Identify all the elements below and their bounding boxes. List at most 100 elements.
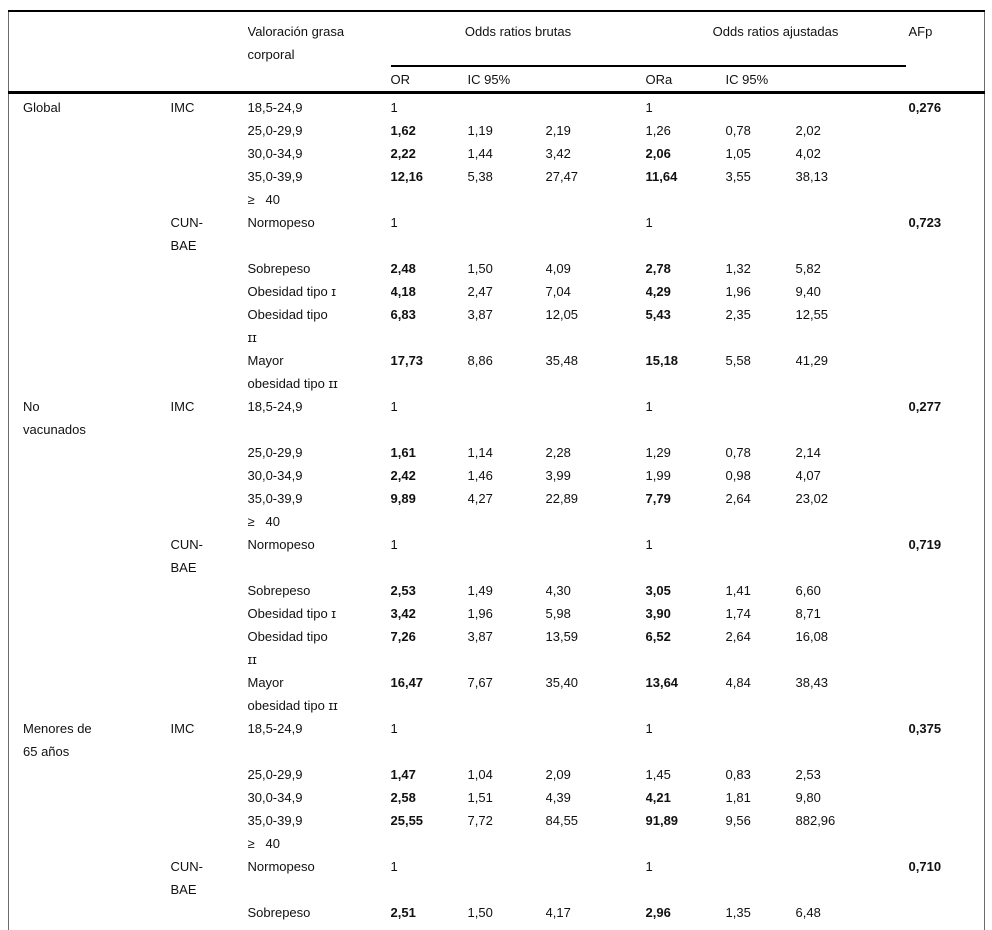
cell-measure (171, 924, 248, 930)
cell-ic-high (546, 832, 646, 855)
cell-category: ≥ 40 (247, 836, 280, 851)
cell-afp (906, 763, 985, 786)
cell-ic-high (546, 533, 646, 579)
cell-measure (171, 303, 248, 349)
cell-or: 1,62 (390, 123, 416, 138)
cell-ic-high (546, 93, 646, 120)
header-or: OR (390, 66, 468, 94)
table-row: CUN- BAE Normopeso 1 1 0,723 (9, 211, 985, 257)
cell-afp (906, 349, 985, 395)
table-row: Mayor obesidad tipo ɪɪ 17,73 8,86 35,48 … (9, 349, 985, 395)
cell-ica-high (796, 832, 906, 855)
cell-ica-low (726, 832, 796, 855)
cell-ica-high: 5,82 (795, 261, 821, 276)
cell-afp: 0,719 (908, 537, 942, 552)
cell-ic-low (468, 855, 546, 901)
cell-or: 2,51 (390, 905, 416, 920)
cell-ic-high: 3,99 (545, 468, 571, 483)
cell-group (9, 464, 171, 487)
cell-ica-high: 2,53 (795, 767, 821, 782)
cell-ic-high: 22,89 (545, 491, 579, 506)
cell-category: 18,5-24,9 (247, 399, 303, 414)
cell-category: Mayor obesidad tipo ɪɪ (247, 353, 338, 391)
odds-ratio-table: Valoración grasa corporal Odds ratios br… (8, 10, 986, 930)
table-row: 25,0-29,9 1,62 1,19 2,19 1,26 0,78 2,02 (9, 119, 985, 142)
cell-ica-high (796, 717, 906, 763)
cell-ora: 4,21 (645, 790, 671, 805)
cell-ora: 13,64 (645, 675, 679, 690)
cell-ic-low: 1,50 (467, 905, 493, 920)
cell-group (9, 855, 171, 901)
cell-ic-high: 5,98 (545, 606, 571, 621)
cell-measure (171, 763, 248, 786)
cell-ic-high: 27,47 (545, 169, 579, 184)
table-row: 30,0-34,9 2,42 1,46 3,99 1,99 0,98 4,07 (9, 464, 985, 487)
cell-ic-high: 4,09 (545, 261, 571, 276)
cell-category: Obesidad tipo ɪ (248, 924, 391, 930)
cell-ica-high: 882,96 (795, 813, 836, 828)
table-row: Sobrepeso 2,48 1,50 4,09 2,78 1,32 5,82 (9, 257, 985, 280)
cell-ora: 2,06 (645, 146, 671, 161)
cell-category: 35,0-39,9 (247, 491, 303, 506)
cell-ic-high: 5,22 (546, 924, 646, 930)
header-afp: AFp (908, 24, 933, 39)
cell-ora: 1 (645, 537, 653, 552)
cell-ica-low: 1,51 (726, 924, 796, 930)
cell-measure (171, 119, 248, 142)
table-row: 25,0-29,9 1,47 1,04 2,09 1,45 0,83 2,53 (9, 763, 985, 786)
cell-afp: 0,723 (908, 215, 942, 230)
cell-ic-low (468, 211, 546, 257)
header-group-row: Valoración grasa corporal Odds ratios br… (9, 11, 985, 67)
cell-ora: 91,89 (645, 813, 679, 828)
cell-ica-low: 1,05 (725, 146, 751, 161)
cell-category: 18,5-24,9 (247, 721, 303, 736)
cell-ic-high: 3,42 (545, 146, 571, 161)
cell-ica-low: 1,74 (725, 606, 751, 621)
cell-category: ≥ 40 (247, 192, 280, 207)
cell-ora: 5,43 (645, 307, 671, 322)
cell-ic-low: 1,96 (467, 606, 493, 621)
cell-ic-high: 7,04 (545, 284, 571, 299)
cell-ic-low: 1,44 (467, 146, 493, 161)
cell-or: 6,83 (390, 307, 416, 322)
cell-afp (906, 142, 985, 165)
cell-afp (906, 188, 985, 211)
table-row: Obesidad tipo ɪɪ 6,83 3,87 12,05 5,43 2,… (9, 303, 985, 349)
cell-category: Sobrepeso (247, 583, 311, 598)
cell-group: Menores de 65 años (23, 721, 92, 759)
cell-group (9, 809, 171, 832)
header-odds-ratios-ajustadas: Odds ratios ajustadas (645, 11, 906, 67)
header-empty-cell (170, 66, 248, 94)
table-row: CUN- BAE Normopeso 1 1 0,719 (9, 533, 985, 579)
cell-ica-low: 3,55 (725, 169, 751, 184)
cell-ica-high (796, 93, 906, 120)
cell-or: 25,55 (390, 813, 424, 828)
cell-ica-low (726, 395, 796, 441)
cell-measure (171, 809, 248, 832)
cell-ica-high (796, 855, 906, 901)
cell-afp (906, 809, 985, 832)
table-row: Obesidad tipo ɪ 4,18 2,47 7,04 4,29 1,96… (9, 280, 985, 303)
cell-afp: 0,375 (908, 721, 942, 736)
cell-afp (906, 602, 985, 625)
header-sub-row: OR IC 95% ORa IC 95% (8, 66, 985, 94)
cell-ic-high (546, 211, 646, 257)
table-row: 35,0-39,9 9,89 4,27 22,89 7,79 2,64 23,0… (9, 487, 985, 510)
cell-measure (171, 257, 248, 280)
cell-ic-low: 1,19 (467, 123, 493, 138)
table-row: Global IMC 18,5-24,9 1 1 0,276 (9, 93, 985, 120)
cell-afp (906, 119, 985, 142)
cell-or (391, 510, 468, 533)
header-ic95-brutas: IC 95% (467, 66, 646, 94)
cell-category: 30,0-34,9 (247, 790, 303, 805)
cell-category: 25,0-29,9 (247, 767, 303, 782)
cell-measure: CUN- BAE (170, 215, 204, 253)
table-row: Sobrepeso 2,51 1,50 4,17 2,96 1,35 6,48 (9, 901, 985, 924)
cell-ica-low (726, 211, 796, 257)
header-empty-measure (171, 11, 248, 66)
cell-ora: 1,45 (645, 767, 671, 782)
cell-category: Normopeso (247, 859, 315, 874)
cell-ic-low: 1,76 (468, 924, 546, 930)
table-row: ≥ 40 (9, 832, 985, 855)
